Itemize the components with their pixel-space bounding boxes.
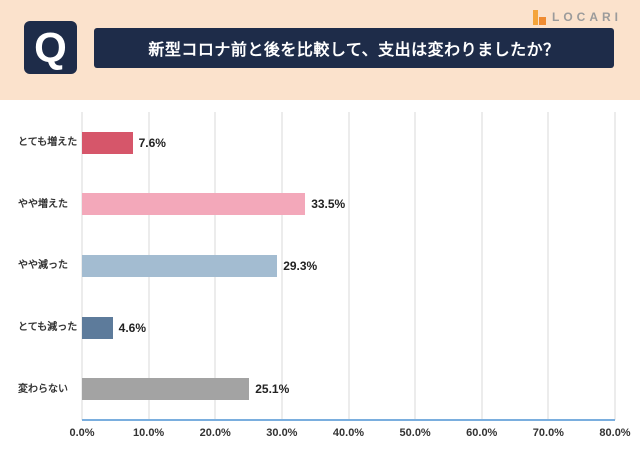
x-tick-label: 0.0% xyxy=(69,427,95,439)
value-label: 4.6% xyxy=(118,320,146,335)
bar xyxy=(82,193,306,216)
bar xyxy=(82,131,133,154)
value-label: 7.6% xyxy=(138,135,166,150)
header: Q 新型コロナ前と後を比較して、支出は変わりましたか？ LOCARI xyxy=(0,0,640,100)
bar-track: 25.1% xyxy=(82,378,615,401)
x-tick-label: 30.0% xyxy=(266,427,298,439)
question-banner: 新型コロナ前と後を比較して、支出は変わりましたか？ xyxy=(94,28,614,68)
category-label: とても増えた xyxy=(18,137,78,149)
x-tick-label: 60.0% xyxy=(466,427,498,439)
plot-area: とても増えた 7.6% やや増えた 33.5% やや減った 29.3% とても減った 4.6%… xyxy=(18,112,631,439)
gridline xyxy=(547,112,549,420)
bar xyxy=(82,316,113,339)
x-axis-line xyxy=(82,419,615,421)
gridline xyxy=(614,112,616,420)
category-label: 変わらない xyxy=(18,383,68,395)
locari-logo: LOCARI xyxy=(533,8,622,26)
value-label: 29.3% xyxy=(283,258,318,273)
brand-text: LOCARI xyxy=(552,10,622,24)
x-tick-label: 80.0% xyxy=(599,427,631,439)
x-tick-label: 20.0% xyxy=(199,427,231,439)
gridline xyxy=(414,112,416,420)
bar-track: 4.6% xyxy=(82,316,615,339)
x-tick-label: 70.0% xyxy=(532,427,564,439)
bar-row: 変わらない 25.1% xyxy=(18,358,615,420)
category-label: やや増えた xyxy=(18,198,68,210)
x-tick-label: 10.0% xyxy=(133,427,165,439)
locari-icon xyxy=(533,9,546,25)
q-logo: Q xyxy=(24,21,77,74)
bar-rows: とても増えた 7.6% やや増えた 33.5% やや減った 29.3% とても減った 4.6%… xyxy=(18,112,615,420)
x-tick-label: 50.0% xyxy=(399,427,431,439)
gridline xyxy=(281,112,283,420)
value-label: 25.1% xyxy=(255,382,290,397)
bar-row: とても減った 4.6% xyxy=(18,297,615,359)
bar-row: やや減った 29.3% xyxy=(18,235,615,297)
question-title: 新型コロナ前と後を比較して、支出は変わりましたか？ xyxy=(148,42,560,59)
bar-chart: とても増えた 7.6% やや増えた 33.5% やや減った 29.3% とても減った 4.6%… xyxy=(0,100,640,452)
bar xyxy=(82,254,278,277)
category-label: とても減った xyxy=(18,322,78,334)
bar-track: 29.3% xyxy=(82,254,615,277)
bar-track: 33.5% xyxy=(82,193,615,216)
gridline xyxy=(348,112,349,420)
bar xyxy=(82,378,250,401)
gridline xyxy=(481,112,483,420)
value-label: 33.5% xyxy=(311,197,346,212)
bar-track: 7.6% xyxy=(82,131,615,154)
x-tick-label: 40.0% xyxy=(332,427,365,439)
category-label: やや減った xyxy=(18,260,68,272)
bar-row: とても増えた 7.6% xyxy=(18,112,615,174)
bar-row: やや増えた 33.5% xyxy=(18,174,615,236)
